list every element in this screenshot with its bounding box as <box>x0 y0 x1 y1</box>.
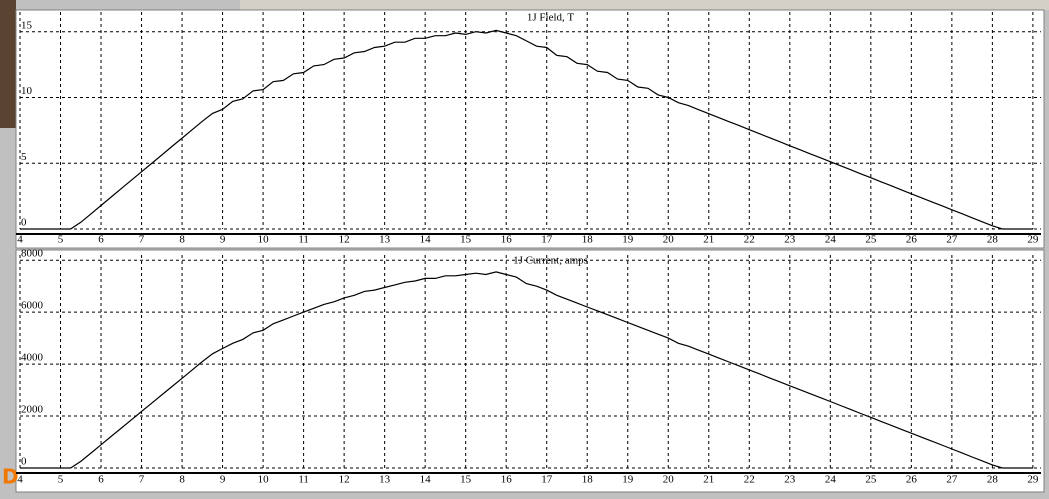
y-tick-label: 4000 <box>21 352 44 364</box>
x-tick-label: 20 <box>663 234 675 246</box>
x-tick-label: 20 <box>663 474 675 486</box>
x-tick-label: 25 <box>865 474 877 486</box>
x-tick-label: 26 <box>906 474 918 486</box>
x-tick-label: 29 <box>1027 234 1039 246</box>
x-tick-label: 17 <box>541 234 553 246</box>
y-tick-label: 0 <box>21 217 27 229</box>
toolbar <box>240 0 1049 10</box>
y-tick-label: 10 <box>21 85 33 97</box>
x-tick-label: 19 <box>622 234 634 246</box>
logo-letter: D <box>2 465 19 489</box>
x-tick-label: 27 <box>946 474 958 486</box>
x-tick-label: 9 <box>220 234 226 246</box>
y-tick-label: 5 <box>21 151 27 163</box>
x-tick-label: 25 <box>865 234 877 246</box>
data-line <box>20 271 1033 469</box>
x-tick-label: 28 <box>987 474 999 486</box>
chart-title: 1J Field, T <box>527 12 574 24</box>
y-tick-label: 8000 <box>21 248 44 260</box>
x-tick-label: 5 <box>58 234 64 246</box>
y-tick-label: 2000 <box>21 404 44 416</box>
x-tick-label: 17 <box>541 474 553 486</box>
x-tick-label: 14 <box>420 234 432 246</box>
x-tick-label: 21 <box>703 474 714 486</box>
x-tick-label: 18 <box>582 474 594 486</box>
x-tick-label: 4 <box>17 474 23 486</box>
x-tick-label: 24 <box>825 474 837 486</box>
x-tick-label: 11 <box>298 474 309 486</box>
y-tick-label: 0 <box>21 456 27 468</box>
x-tick-label: 16 <box>501 474 513 486</box>
background-image <box>0 0 16 128</box>
x-tick-label: 8 <box>179 474 185 486</box>
x-tick-label: 6 <box>98 234 104 246</box>
x-tick-label: 6 <box>98 474 104 486</box>
x-tick-label: 23 <box>784 474 796 486</box>
x-tick-label: 7 <box>139 474 145 486</box>
x-tick-label: 23 <box>784 234 796 246</box>
x-tick-label: 19 <box>622 474 634 486</box>
x-tick-label: 29 <box>1027 474 1039 486</box>
x-tick-label: 15 <box>460 234 472 246</box>
x-tick-label: 12 <box>339 234 350 246</box>
x-tick-label: 10 <box>258 474 270 486</box>
x-tick-label: 27 <box>946 234 958 246</box>
x-tick-label: 5 <box>58 474 64 486</box>
x-tick-label: 7 <box>139 234 145 246</box>
y-tick-label: 6000 <box>21 300 44 312</box>
x-tick-label: 22 <box>744 234 755 246</box>
x-tick-label: 9 <box>220 474 226 486</box>
x-tick-label: 4 <box>17 234 23 246</box>
x-tick-label: 16 <box>501 234 513 246</box>
x-tick-label: 28 <box>987 234 999 246</box>
x-tick-label: 18 <box>582 234 594 246</box>
x-tick-label: 13 <box>379 474 391 486</box>
panel-current <box>15 249 1045 493</box>
x-tick-label: 8 <box>179 234 185 246</box>
x-tick-label: 15 <box>460 474 472 486</box>
x-tick-label: 12 <box>339 474 350 486</box>
x-tick-label: 13 <box>379 234 391 246</box>
y-tick-label: 15 <box>21 19 33 31</box>
x-tick-label: 14 <box>420 474 432 486</box>
panel-field <box>15 9 1045 249</box>
x-tick-label: 26 <box>906 234 918 246</box>
x-tick-label: 24 <box>825 234 837 246</box>
x-tick-label: 21 <box>703 234 714 246</box>
x-tick-label: 11 <box>298 234 309 246</box>
chart-title: 1J Current, amps <box>513 255 588 267</box>
x-tick-label: 22 <box>744 474 755 486</box>
data-line <box>20 29 1033 230</box>
x-tick-label: 10 <box>258 234 270 246</box>
